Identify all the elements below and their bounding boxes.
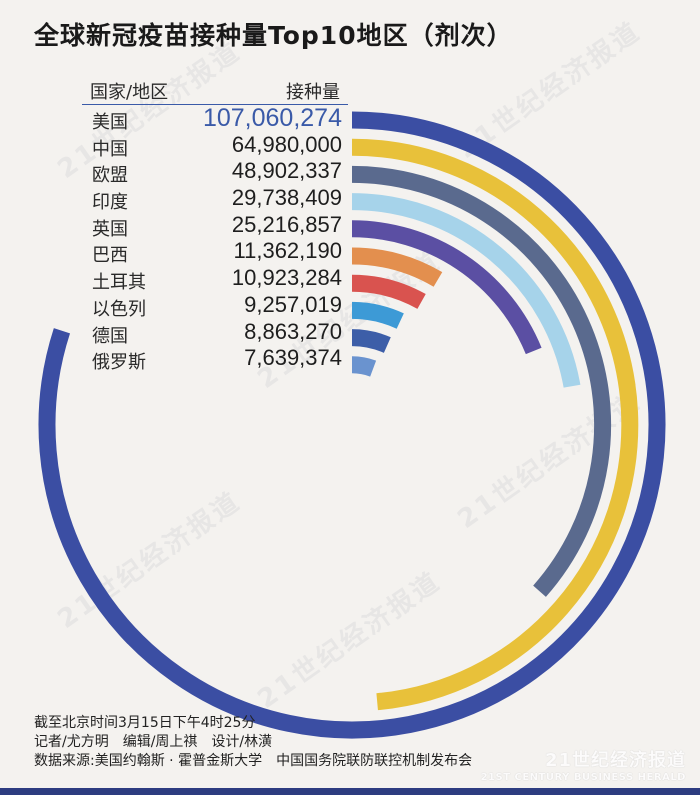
region-label: 印度 — [92, 192, 128, 214]
value-label: 10,923,284 — [231, 265, 342, 291]
column-header-region: 国家/地区 — [90, 82, 169, 103]
value-label: 7,639,374 — [244, 345, 342, 371]
value-label: 29,738,409 — [231, 185, 342, 211]
footer-date: 截至北京时间3月15日下午4时25分 — [34, 715, 256, 731]
brand-english: 21ST CENTURY BUSINESS HERALD — [480, 772, 686, 783]
value-label: 25,216,857 — [231, 211, 342, 237]
value-label: 8,863,270 — [244, 318, 342, 344]
arc-bar — [38, 111, 666, 739]
region-label: 巴西 — [92, 245, 128, 267]
region-label: 美国 — [92, 112, 128, 133]
column-header-value: 接种量 — [286, 82, 340, 103]
table-row: 中国 64,980,000 — [82, 131, 348, 160]
brand-name: 21世纪经济报道 — [544, 750, 686, 771]
region-label: 俄罗斯 — [92, 352, 146, 374]
table-row: 德国 8,863,270 — [82, 318, 348, 347]
chart-title: 全球新冠疫苗接种量Top10地区（剂次） — [34, 21, 513, 50]
table-row: 印度 29,738,409 — [82, 185, 348, 214]
value-label: 48,902,337 — [231, 158, 342, 184]
table-row: 欧盟 48,902,337 — [82, 158, 348, 187]
table-header: 国家/地区 接种量 — [82, 78, 348, 105]
arc-bar — [351, 274, 426, 309]
table-row: 俄罗斯 7,639,374 — [82, 345, 348, 374]
table-rows: 美国 107,060,274 中国 64,980,000 欧盟 48,902,337 印度 2… — [82, 104, 348, 374]
value-label: 64,980,000 — [231, 131, 342, 157]
table-row: 巴西 11,362,190 — [82, 238, 348, 267]
region-label: 土耳其 — [92, 272, 146, 294]
arc-bar — [351, 193, 581, 388]
table-row: 英国 25,216,857 — [82, 211, 348, 240]
table-row: 美国 107,060,274 — [82, 104, 348, 133]
footer-credits: 记者/尤方明 编辑/周上祺 设计/林潢 — [34, 734, 273, 750]
region-label: 英国 — [92, 218, 128, 240]
brand-logo: 21世纪经济报道 21ST CENTURY BUSINESS HERALD — [481, 746, 686, 783]
value-label: 11,362,190 — [233, 238, 342, 264]
data-table: 国家/地区 接种量 美国 107,060,274 中国 64,980,000 欧盟 48,… — [82, 78, 348, 374]
region-label: 以色列 — [92, 298, 146, 320]
region-label: 中国 — [92, 138, 128, 160]
value-label: 107,060,274 — [202, 104, 342, 132]
footer-source: 数据来源:美国约翰斯 · 霍普金斯大学 中国国务院联防联控机制发布会 — [34, 753, 473, 769]
arc-bar — [351, 165, 612, 597]
arc-bar — [351, 138, 639, 711]
region-label: 欧盟 — [92, 165, 128, 187]
arc-bar — [351, 301, 404, 329]
value-label: 9,257,019 — [244, 291, 342, 317]
table-row: 土耳其 10,923,284 — [82, 265, 348, 294]
arc-bar — [351, 247, 443, 287]
region-label: 德国 — [92, 325, 128, 347]
arc-bar — [351, 329, 391, 353]
table-row: 以色列 9,257,019 — [82, 291, 348, 320]
arc-bar — [351, 220, 542, 355]
bottom-bar — [0, 788, 700, 795]
arc-bar — [351, 356, 377, 377]
footer: 截至北京时间3月15日下午4时25分 记者/尤方明 编辑/周上祺 设计/林潢 数… — [34, 714, 472, 771]
